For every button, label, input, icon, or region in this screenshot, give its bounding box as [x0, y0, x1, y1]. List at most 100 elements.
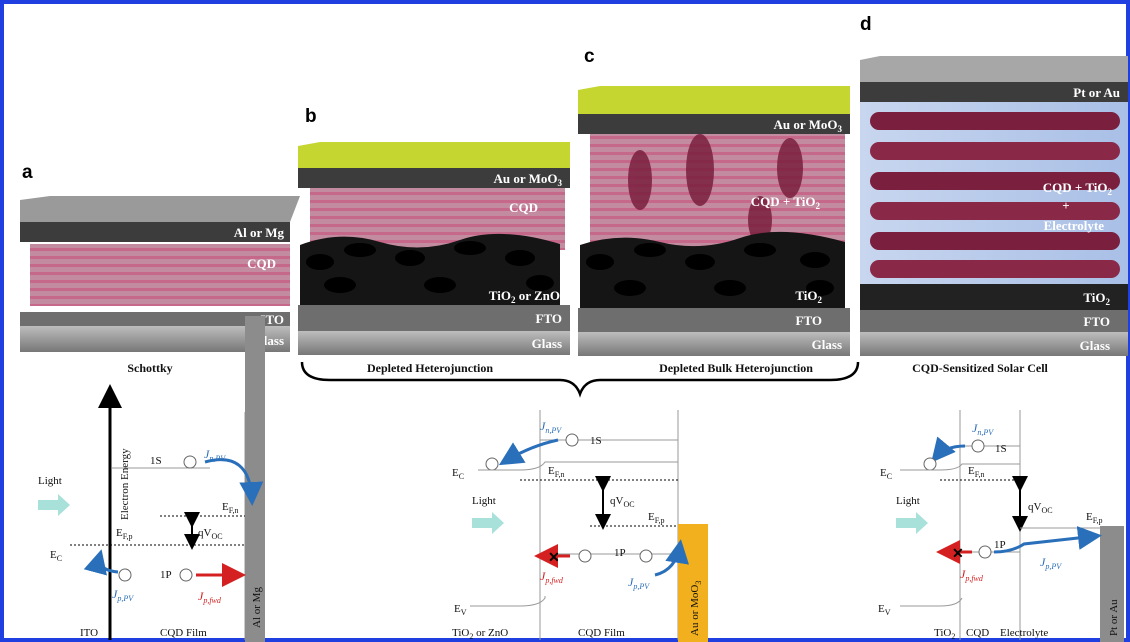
band-a-metal-label: Al or Mg	[251, 587, 263, 628]
band-bc-ev-level	[470, 596, 546, 607]
band-a-axis-label: Electron Energy	[119, 448, 131, 520]
device-c-tio2-label: TiO2	[795, 288, 822, 305]
band-d-1p-label: 1P	[994, 539, 1006, 551]
device-c-tio2-pillars	[628, 134, 803, 244]
band-bc-jn-label: Jn,PV	[540, 419, 562, 435]
band-a-qvoc-label: qVOC	[198, 527, 223, 541]
device-c-mix-label: CQD + TiO2	[751, 194, 821, 211]
band-bc-ev-label: EV	[454, 603, 467, 617]
device-c-gold-top-face	[578, 86, 850, 114]
band-d-blocked-mark: ✕	[952, 547, 964, 562]
device-d-fto-layer	[860, 310, 1128, 332]
band-bc-efp-label: EF,p	[648, 511, 665, 525]
band-d-electron-1s	[971, 439, 985, 453]
band-bc-light-label: Light	[472, 495, 496, 507]
band-bc-ec-level	[478, 461, 678, 471]
band-a-jn-label: Jn,PV	[204, 447, 226, 463]
device-d-top-face	[860, 56, 1128, 82]
device-b-glass-layer	[298, 331, 570, 355]
band-d-ec-label: EC	[880, 467, 892, 481]
band-a-jp-label: Jp,PV	[112, 587, 134, 603]
band-diagram-bc: 1S Jn,PV EC EF,n EF,p qVOC Light Au or M…	[452, 410, 708, 642]
band-bc-jp-arrow	[654, 539, 689, 577]
device-c-fto-label: FTO	[796, 313, 823, 328]
band-a-ec-label: EC	[50, 549, 62, 563]
device-b-metal-label: Au or MoO3	[493, 171, 562, 188]
device-b-fto-label: FTO	[536, 311, 563, 326]
device-c-glass-layer	[578, 332, 850, 356]
band-a-hole-right	[179, 568, 193, 582]
device-c: c Au or MoO3 CQD + TiO2 TiO2 FTO Glass D…	[578, 46, 850, 375]
band-a-light-label: Light	[38, 475, 62, 487]
band-a-efp-label: EF,p	[116, 527, 133, 541]
panel-letter-b: b	[305, 106, 317, 127]
band-d-oxide-label: TiO2	[934, 627, 955, 641]
band-bc-ec-label: EC	[452, 467, 464, 481]
device-c-caption: Depleted Bulk Heterojunction	[659, 361, 813, 375]
band-bc-electron-1s	[565, 433, 579, 447]
band-d-ec-level	[900, 463, 1020, 471]
device-c-metal-label: Au or MoO3	[773, 117, 842, 134]
device-d-mix-label: CQD + TiO2	[1043, 180, 1113, 197]
band-d-1s-label: 1S	[995, 443, 1007, 455]
device-d-glass-layer	[860, 332, 1128, 356]
device-b-tio2-label: TiO2 or ZnO	[489, 288, 560, 305]
device-b-gold-top-face	[298, 142, 570, 168]
band-d-electrolyte-label: Electrolyte	[1000, 627, 1048, 639]
band-bc-electron-ec	[485, 457, 499, 471]
panel-letter-d: d	[860, 14, 872, 35]
device-d-tio2-label: TiO2	[1083, 290, 1110, 307]
band-a-1s-label: 1S	[150, 455, 162, 467]
device-d-metal-layer	[860, 82, 1128, 102]
band-bc-1s-label: 1S	[590, 435, 602, 447]
band-bc-jfwd-label: Jp,fwd	[540, 569, 564, 585]
band-bc-1p-label: 1P	[614, 547, 626, 559]
band-a-hole-left	[118, 568, 132, 582]
device-b: b Au or MoO3 CQD TiO2 or ZnO FTO Glass D…	[298, 106, 570, 375]
band-diagram-a: Electron Energy Al or Mg 1S Jn,PV EC EF,…	[38, 316, 265, 642]
band-bc-light-arrow	[472, 512, 504, 534]
band-bc-blocked-mark: ✕	[548, 551, 560, 566]
band-bc-hole-right	[639, 549, 653, 563]
device-b-caption: Depleted Heterojunction	[367, 361, 493, 375]
device-a-metal-layer	[20, 222, 290, 242]
band-a-film-label: CQD Film	[160, 627, 207, 639]
band-a-ito-label: ITO	[80, 627, 98, 639]
device-d-electrolyte-label: Electrolyte	[1044, 218, 1105, 233]
band-d-light-label: Light	[896, 495, 920, 507]
band-a-jfwd-label: Jp,fwd	[198, 589, 222, 605]
device-d-glass-label: Glass	[1080, 338, 1110, 353]
band-a-jp-arrow	[83, 549, 119, 576]
device-d-electrolyte-box	[860, 102, 1128, 284]
panel-letter-c: c	[584, 46, 595, 67]
device-d-plus-label: +	[1062, 198, 1069, 213]
band-a-light-arrow	[38, 494, 70, 516]
band-a-efn-label: EF,n	[222, 501, 239, 515]
device-c-metal-layer	[578, 114, 850, 134]
device-b-fto-layer	[298, 305, 570, 331]
panel-letter-a: a	[22, 162, 33, 183]
band-d-ev-label: EV	[878, 603, 891, 617]
band-bc-film-label: CQD Film	[578, 627, 625, 639]
device-c-tio2-particles	[586, 243, 834, 296]
band-bc-jn-arrow	[498, 438, 559, 466]
device-b-tio2-particles	[306, 241, 554, 293]
device-b-metal-layer	[298, 168, 570, 188]
device-d-fto-label: FTO	[1084, 314, 1111, 329]
device-d-caption: CQD-Sensitized Solar Cell	[912, 361, 1048, 375]
band-bc-hole-left	[578, 549, 592, 563]
band-bc-jp-label: Jp,PV	[628, 575, 650, 591]
device-a-top-face	[20, 196, 300, 222]
band-d-cqd-label: CQD	[966, 627, 989, 639]
device-a-metal-label: Al or Mg	[234, 225, 285, 240]
device-a-ito-layer	[20, 312, 290, 326]
band-a-jn-arrow	[204, 458, 264, 506]
device-d: d Pt or Au CQD + TiO2 + Electrolyte TiO2…	[860, 14, 1128, 375]
band-d-efn-label: EF,n	[968, 465, 985, 479]
band-a-electron	[183, 455, 197, 469]
band-d-qvoc-label: qVOC	[1028, 501, 1053, 515]
band-d-jn-label: Jn,PV	[972, 421, 994, 437]
band-d-ev-level	[900, 597, 963, 607]
device-d-tio2-layer	[860, 284, 1128, 310]
